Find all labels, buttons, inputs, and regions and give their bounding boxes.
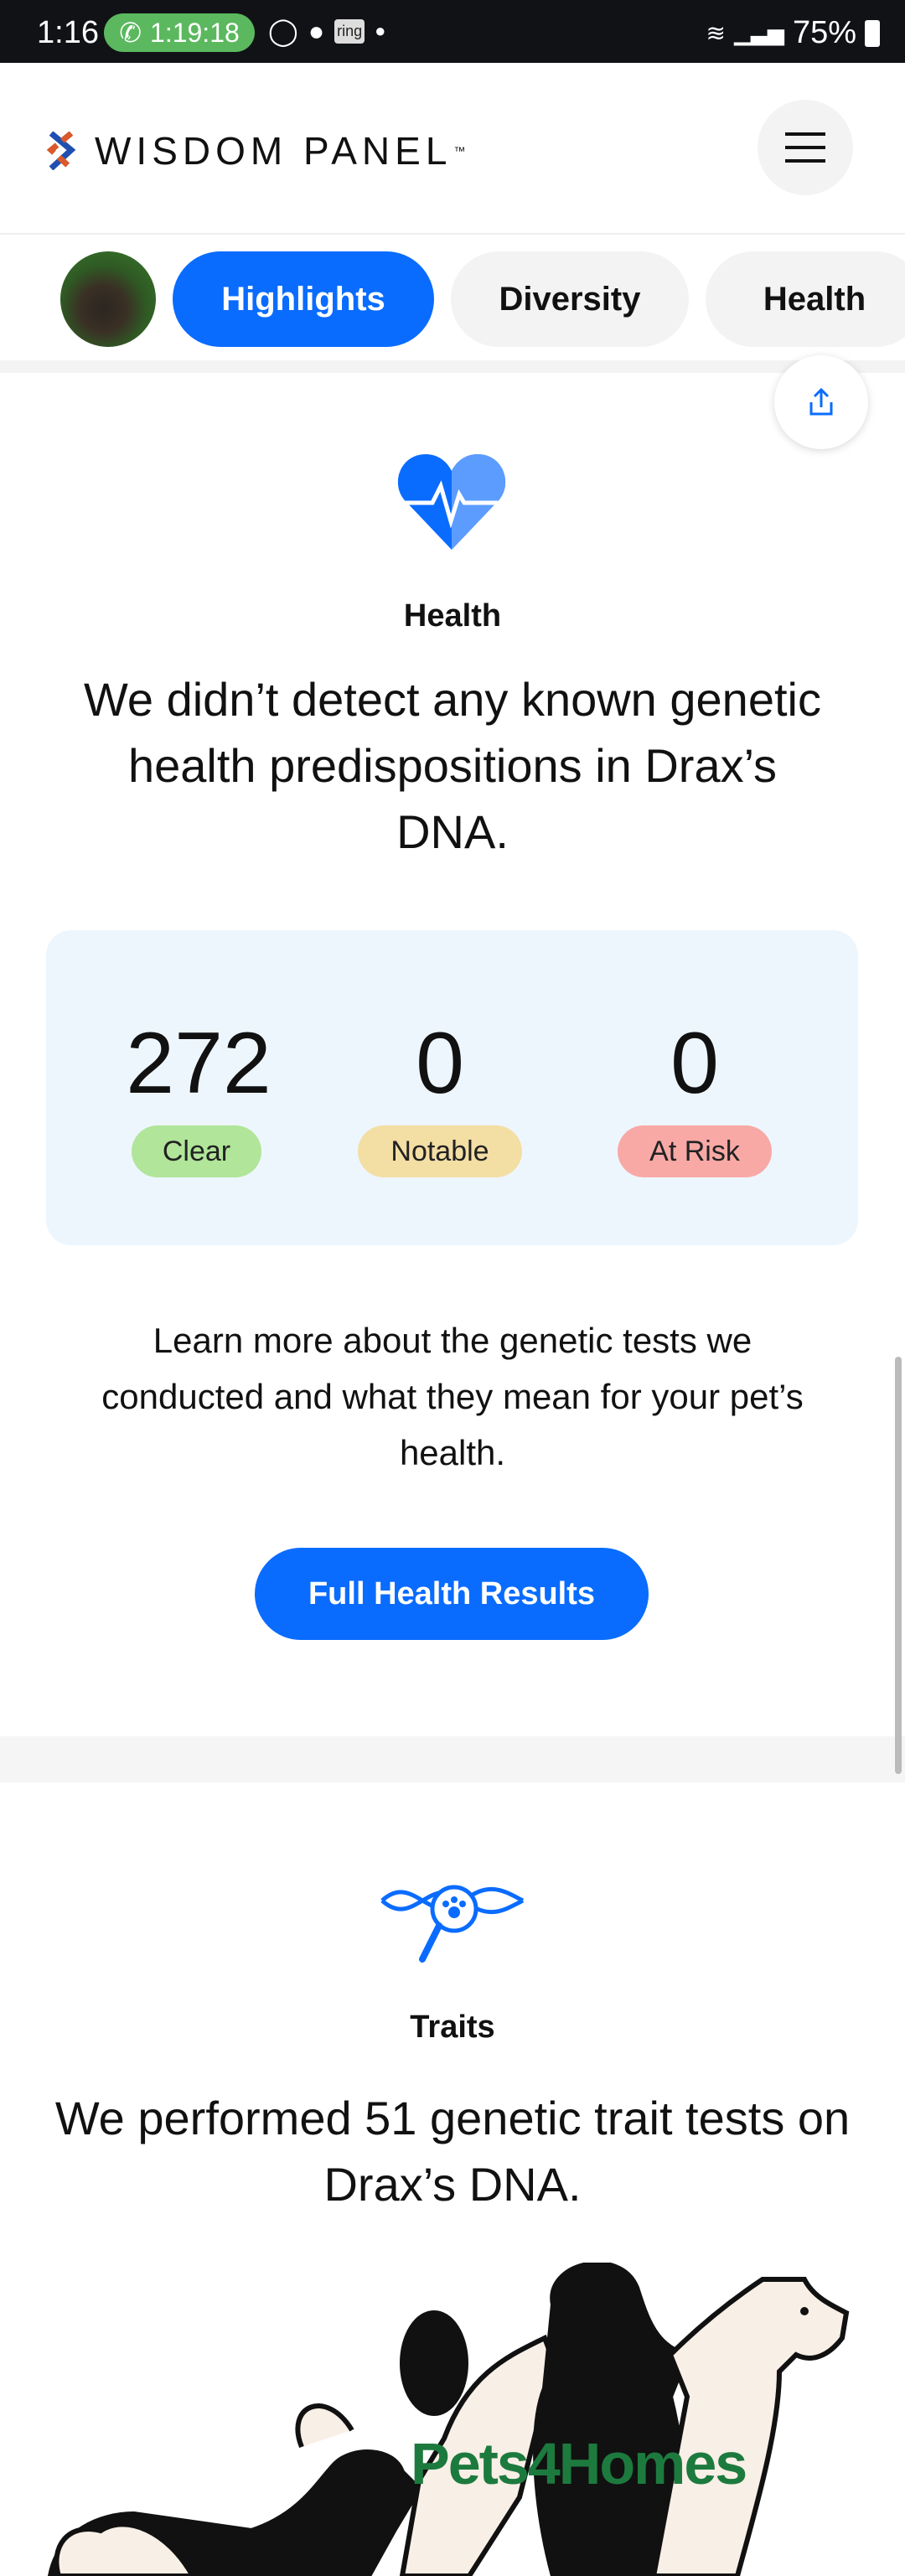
logo-icon <box>46 132 76 170</box>
clear-badge: Clear <box>132 1125 261 1177</box>
dna-magnifier-icon <box>380 1885 525 1963</box>
tab-health[interactable]: Health <box>706 251 905 347</box>
logo[interactable]: WISDOM PANEL ™ <box>46 128 465 173</box>
health-section-label: Health <box>403 598 502 634</box>
ring-icon: ring <box>334 18 365 44</box>
share-button[interactable] <box>774 355 868 449</box>
wifi-icon: ≋ <box>706 20 726 46</box>
notification-icons: ◯ ● ring ● <box>268 15 385 47</box>
divider <box>0 360 905 373</box>
notable-count: 0 <box>416 1015 464 1112</box>
tab-highlights[interactable]: Highlights <box>173 251 434 347</box>
dogs-illustration <box>47 2263 850 2576</box>
call-indicator[interactable]: ✆ 1:19:18 <box>104 13 255 52</box>
mickey-icon: ● <box>308 15 325 46</box>
header: WISDOM PANEL ™ <box>0 63 905 235</box>
clear-count: 272 <box>126 1015 272 1112</box>
signal-icon: ▁▃▅ <box>733 20 784 45</box>
status-bar: 1:16 ✆ 1:19:18 ◯ ● ring ● ≋ ▁▃▅ 75% <box>0 0 905 63</box>
tab-bar: Highlights Diversity Health <box>0 236 905 360</box>
watermark: Pets4Homes <box>411 2431 747 2496</box>
phone-icon: ✆ <box>119 18 142 48</box>
trademark: ™ <box>453 144 466 158</box>
health-headline: We didn’t detect any known genetic healt… <box>84 673 821 858</box>
section-divider <box>0 1736 905 1782</box>
at-risk-badge: At Risk <box>618 1125 772 1177</box>
health-description: Learn more about the genetic tests we co… <box>101 1321 804 1472</box>
pet-avatar[interactable] <box>60 251 156 347</box>
share-icon <box>809 387 833 416</box>
traits-headline: We performed 51 genetic trait tests on D… <box>54 2092 851 2211</box>
scrollbar[interactable] <box>895 1357 902 1774</box>
tab-diversity[interactable]: Diversity <box>451 251 689 347</box>
battery-icon <box>865 19 880 47</box>
dot-icon: ● <box>375 20 386 41</box>
brand-name: WISDOM PANEL <box>95 129 452 173</box>
notable-badge: Notable <box>358 1125 522 1177</box>
health-summary-card: 272 0 0 Clear Notable At Risk <box>46 930 858 1245</box>
at-risk-count: 0 <box>670 1015 719 1112</box>
whatsapp-icon: ◯ <box>268 16 298 46</box>
hamburger-menu-button[interactable] <box>758 100 853 195</box>
battery-level: 75% <box>792 15 856 50</box>
full-health-results-button[interactable]: Full Health Results <box>255 1548 649 1640</box>
clock: 1:16 <box>37 15 99 50</box>
traits-section-label: Traits <box>410 2010 495 2045</box>
call-timer: 1:19:18 <box>150 17 240 48</box>
system-icons: ≋ ▁▃▅ 75% <box>706 15 880 51</box>
heart-icon <box>397 454 506 550</box>
